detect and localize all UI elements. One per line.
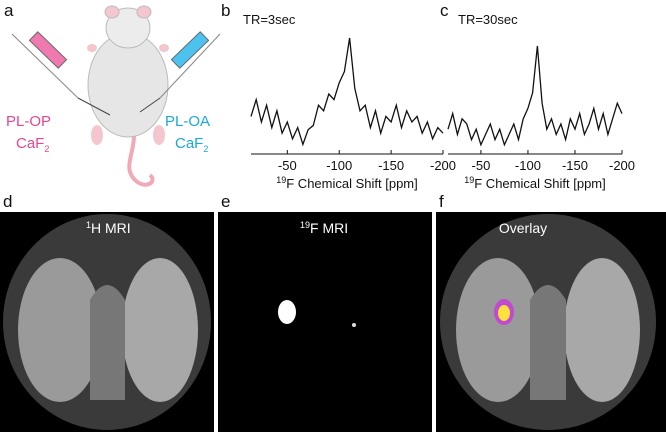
mri-label: 1H MRI — [86, 220, 131, 236]
x-tick-label: -150 — [378, 158, 404, 173]
x-tick-label: -100 — [515, 158, 541, 173]
x-axis-label: 19F Chemical Shift [ppm] — [464, 175, 606, 191]
label-text: H MRI — [91, 220, 131, 236]
label-subscript: 2 — [203, 144, 208, 154]
mri-label: 19F MRI — [300, 220, 348, 236]
panel-letter: f — [439, 192, 444, 211]
spectrum-line — [447, 45, 623, 147]
x-tick-label: -200 — [430, 158, 456, 173]
label-text: CaF — [175, 135, 203, 152]
x-tick-label: -50 — [472, 158, 491, 173]
syringe-right — [139, 31, 221, 113]
panel-letter: b — [221, 1, 230, 20]
panel-letter: a — [4, 1, 14, 20]
label-text: F Chemical Shift [ppm] — [474, 176, 606, 191]
label-text: F MRI — [310, 220, 348, 236]
x-tick-label: -100 — [326, 158, 352, 173]
label-superscript: 19 — [300, 220, 310, 230]
chart-title: TR=30sec — [458, 12, 518, 27]
mri-panel-e — [218, 212, 432, 432]
injection-label: PL-OA — [165, 113, 210, 130]
panel-letter: d — [3, 192, 12, 211]
x-tick-label: -200 — [609, 158, 635, 173]
label-superscript: 19 — [276, 175, 286, 185]
chart-title: TR=3sec — [243, 12, 296, 27]
injection-label: PL-OP — [6, 113, 51, 130]
x-axis-label: 19F Chemical Shift [ppm] — [276, 175, 418, 191]
x-tick-label: -50 — [278, 158, 297, 173]
syringe-left — [11, 31, 111, 116]
mri-panel-d — [0, 212, 214, 432]
mouse-illustration — [87, 5, 169, 187]
label-subscript: 2 — [44, 144, 49, 154]
panel-letter: c — [440, 1, 449, 20]
label-superscript: 1 — [86, 220, 91, 230]
x-tick-label: -150 — [562, 158, 588, 173]
panel-letter: e — [221, 192, 230, 211]
label-text: F Chemical Shift [ppm] — [286, 176, 418, 191]
mri-label: Overlay — [499, 220, 547, 236]
injection-label: CaF2 — [175, 135, 208, 154]
injection-label: CaF2 — [16, 135, 49, 154]
label-superscript: 19 — [464, 175, 474, 185]
label-text: CaF — [16, 135, 44, 152]
spectrum-line — [250, 37, 444, 147]
mri-panel-f — [436, 212, 666, 432]
